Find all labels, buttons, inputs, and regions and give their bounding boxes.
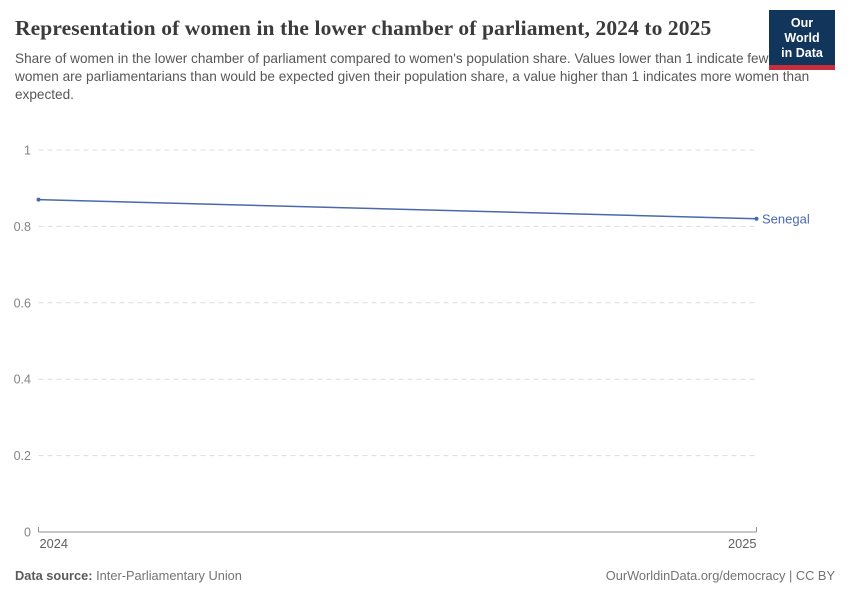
y-tick-label: 0.8	[14, 220, 31, 234]
chart-subtitle: Share of women in the lower chamber of p…	[15, 51, 810, 102]
series-start-dot	[36, 197, 41, 202]
chart-footer: Data source: Inter-Parliamentary Union O…	[15, 568, 835, 583]
x-tick-label: 2025	[728, 536, 756, 551]
data-source-label: Data source:	[15, 568, 93, 583]
chart-title: Representation of women in the lower cha…	[15, 16, 712, 40]
y-tick-label: 1	[24, 144, 31, 158]
series-end-dot	[754, 216, 759, 221]
line-chart: 0 0.2 0.4 0.6 0.8 1 2024 2025 Senegal	[14, 144, 810, 552]
series-line	[38, 198, 757, 220]
data-source-value: Inter-Parliamentary Union	[96, 568, 242, 583]
series-label: Senegal	[762, 211, 810, 226]
y-tick-label: 0.4	[14, 373, 31, 387]
credit-line: OurWorldinData.org/democracy | CC BY	[605, 568, 835, 583]
chart-header: Representation of women in the lower cha…	[0, 0, 850, 104]
owid-logo-line2: in Data	[781, 46, 823, 60]
owid-logo-line1: Our World	[784, 16, 820, 45]
owid-logo[interactable]: Our World in Data	[769, 10, 835, 70]
y-tick-label: 0	[24, 526, 31, 540]
y-tick-label: 0.2	[14, 449, 31, 463]
y-tick-label: 0.6	[14, 296, 31, 310]
data-source: Data source: Inter-Parliamentary Union	[15, 568, 242, 583]
x-tick-label: 2024	[40, 536, 68, 551]
